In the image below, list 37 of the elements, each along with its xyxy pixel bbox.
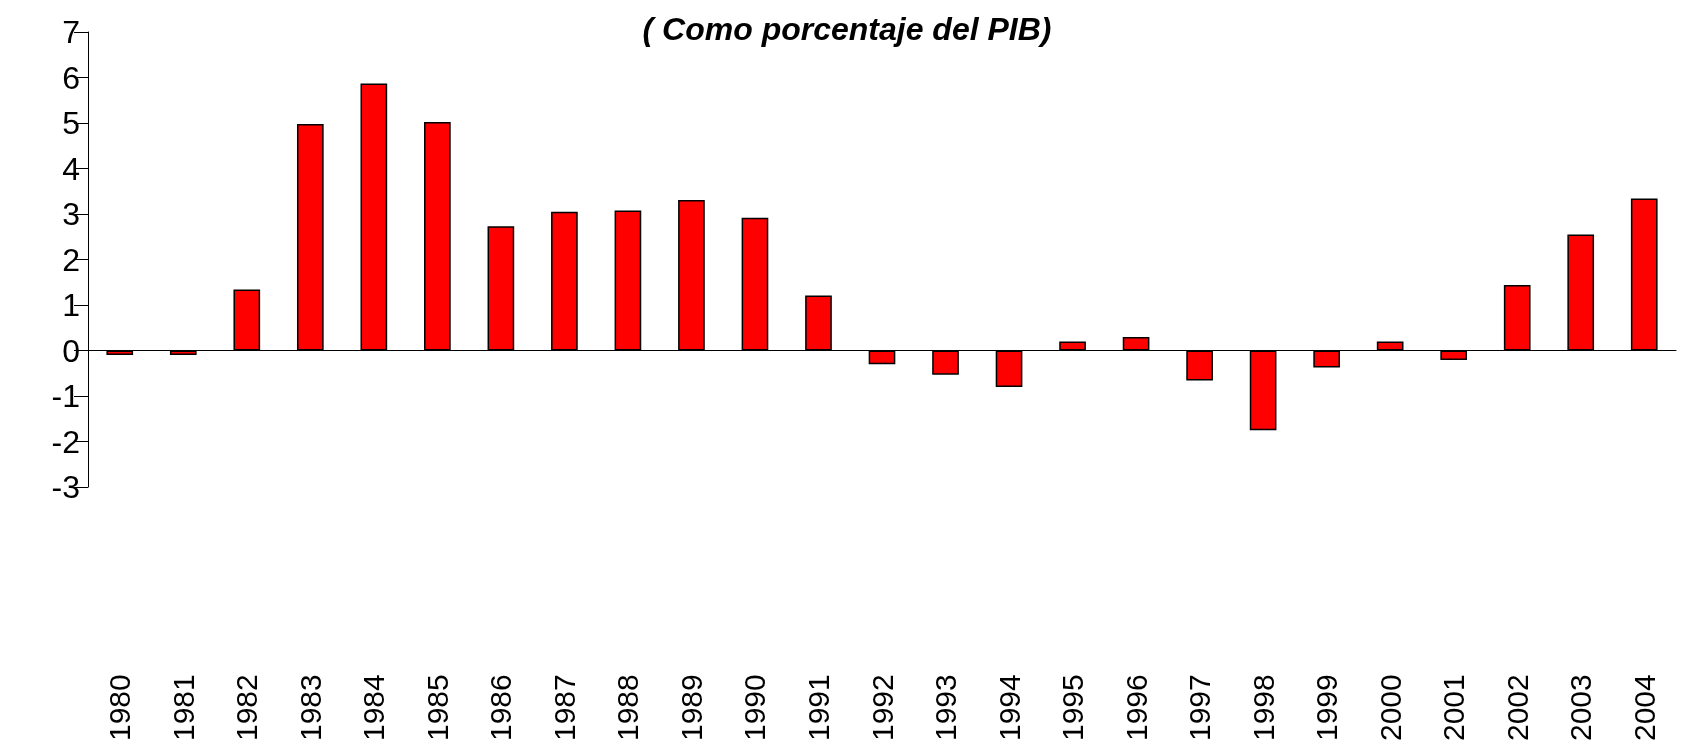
y-tick-label: 4 — [62, 150, 80, 187]
x-tick-label: 1982 — [230, 674, 264, 742]
y-tick-label: -1 — [51, 378, 80, 415]
y-tick-label: -2 — [51, 423, 80, 460]
x-tick-label: 2001 — [1437, 674, 1471, 742]
x-tick-label: 1991 — [801, 674, 835, 742]
x-tick-label: 1992 — [865, 674, 899, 742]
x-tick-label: 1981 — [166, 674, 200, 742]
x-tick-label: 1988 — [611, 674, 645, 742]
x-tick-label: 2002 — [1500, 674, 1534, 742]
x-tick-label: 1999 — [1310, 674, 1344, 742]
x-tick-label: 2004 — [1627, 674, 1661, 742]
x-tick-label: 1995 — [1056, 674, 1090, 742]
x-tick-label: 1987 — [547, 674, 581, 742]
x-tick-label: 2000 — [1373, 674, 1407, 742]
y-tick-label: 5 — [62, 105, 80, 142]
x-tick-label: 1993 — [929, 674, 963, 742]
y-tick-label: 3 — [62, 196, 80, 233]
y-tick-label: 1 — [62, 287, 80, 324]
x-tick-label: 1985 — [420, 674, 454, 742]
x-tick-label: 1989 — [674, 674, 708, 742]
x-tick-label: 1990 — [738, 674, 772, 742]
y-tick-label: 2 — [62, 241, 80, 278]
x-tick-label: 1984 — [357, 674, 391, 742]
y-tick-label: 7 — [62, 14, 80, 50]
x-tick-label: 2003 — [1564, 674, 1598, 742]
y-tick-label: -3 — [51, 469, 80, 506]
y-tick-label: 0 — [62, 332, 80, 369]
x-tick-label: 1986 — [484, 674, 518, 742]
y-tick-label: 6 — [62, 59, 80, 96]
x-tick-label: 1983 — [293, 674, 327, 742]
x-tick-label: 1997 — [1183, 674, 1217, 742]
chart-title: ( Como porcentaje del PIB) — [642, 11, 1052, 47]
x-tick-label: 1996 — [1119, 674, 1153, 742]
x-tick-label: 1994 — [992, 674, 1026, 742]
x-tick-label: 1980 — [103, 674, 137, 742]
x-tick-label: 1998 — [1246, 674, 1280, 742]
